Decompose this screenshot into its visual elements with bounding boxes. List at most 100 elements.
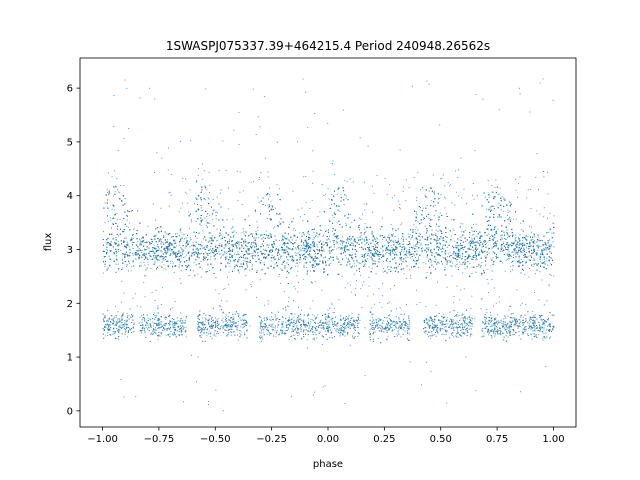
data-point (450, 235, 452, 237)
data-point (268, 247, 269, 249)
data-point (112, 223, 114, 225)
data-point (420, 243, 422, 245)
data-point (484, 251, 486, 252)
data-point (439, 212, 441, 214)
data-point (522, 247, 524, 249)
data-point (364, 261, 366, 263)
data-point (384, 244, 386, 246)
data-point (445, 213, 447, 215)
data-point (185, 254, 187, 256)
data-point (181, 252, 183, 254)
data-point (280, 222, 282, 224)
data-point (201, 268, 203, 270)
data-point (306, 257, 308, 259)
data-point (292, 259, 294, 261)
data-point (310, 270, 311, 272)
data-point (311, 257, 313, 259)
data-point (532, 245, 534, 247)
data-point (473, 249, 474, 251)
data-point (329, 250, 331, 252)
data-point (189, 255, 191, 257)
data-point (140, 238, 142, 239)
data-point (398, 244, 400, 245)
data-point (133, 234, 135, 235)
data-point (512, 269, 513, 271)
data-point (433, 205, 435, 207)
data-point (135, 250, 137, 251)
data-point (502, 262, 504, 264)
data-point (144, 248, 146, 250)
data-point (432, 234, 434, 236)
data-point (520, 258, 522, 260)
data-point (535, 262, 537, 264)
data-point (170, 260, 172, 262)
data-point (161, 245, 163, 247)
data-point (319, 233, 321, 235)
data-point (445, 240, 447, 242)
data-point (292, 217, 294, 219)
data-point (263, 248, 264, 250)
data-point (250, 233, 251, 235)
data-point (207, 197, 209, 199)
data-point (522, 242, 524, 244)
data-point (454, 264, 456, 266)
data-point (537, 246, 539, 248)
data-point (507, 259, 509, 260)
data-point (297, 247, 299, 249)
data-point (504, 238, 506, 239)
data-point (232, 255, 234, 257)
data-point (336, 222, 338, 224)
data-point (230, 244, 232, 246)
data-point (139, 254, 140, 256)
data-point (111, 218, 113, 220)
data-point (180, 247, 182, 249)
data-point (350, 255, 352, 257)
data-point (333, 229, 335, 231)
data-point (464, 262, 466, 264)
data-point (430, 261, 432, 263)
data-point (274, 226, 275, 228)
data-point (184, 234, 186, 236)
data-point (185, 243, 187, 245)
data-point (499, 216, 500, 218)
data-point (143, 261, 145, 263)
data-point (156, 256, 158, 258)
data-point (466, 256, 468, 258)
data-point (348, 241, 350, 243)
data-point (483, 242, 485, 244)
data-point (278, 248, 279, 250)
data-point (431, 229, 433, 231)
data-point (267, 204, 269, 206)
data-point (361, 262, 363, 264)
data-point (391, 239, 392, 241)
data-point (154, 236, 156, 238)
data-point (416, 250, 418, 252)
data-point (417, 221, 419, 223)
data-point (180, 261, 182, 263)
data-point (359, 247, 361, 248)
data-point (458, 251, 460, 253)
data-point (414, 229, 416, 230)
data-point (281, 235, 283, 237)
data-point (493, 208, 495, 210)
data-point (415, 245, 416, 247)
data-point (244, 239, 246, 241)
data-point (537, 250, 539, 252)
data-point (323, 248, 325, 250)
data-point (459, 239, 461, 241)
data-point (399, 258, 401, 260)
data-point (281, 238, 283, 240)
data-point (218, 247, 220, 249)
data-point (448, 259, 450, 261)
data-point (458, 255, 460, 256)
data-point (385, 253, 387, 255)
data-point (493, 206, 495, 207)
data-point (119, 219, 121, 220)
data-point (457, 267, 459, 269)
data-point (514, 241, 515, 243)
data-point (262, 253, 264, 254)
data-point (505, 243, 507, 245)
data-point (328, 249, 330, 251)
data-point (126, 214, 128, 216)
data-point (323, 234, 324, 236)
